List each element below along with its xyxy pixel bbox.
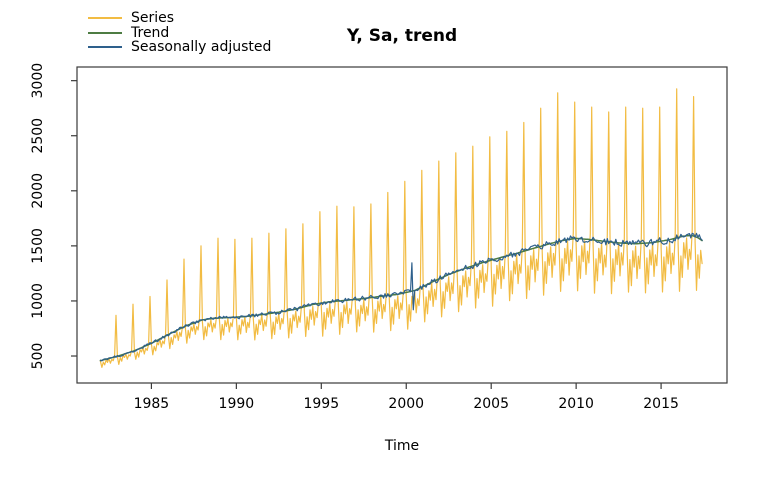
y-tick-label: 1500 xyxy=(30,228,46,264)
x-tick-label: 2010 xyxy=(558,396,594,412)
y-tick-label: 2500 xyxy=(30,118,46,154)
x-axis-label: Time xyxy=(384,438,420,454)
x-tick-label: 1985 xyxy=(134,396,170,412)
chart-title: Y, Sa, trend xyxy=(346,26,458,46)
x-tick-label: 2005 xyxy=(473,396,509,412)
x-tick-label: 1995 xyxy=(303,396,339,412)
x-tick-label: 2015 xyxy=(643,396,679,412)
legend-item-trend: Trend xyxy=(88,26,271,41)
legend-label-series: Series xyxy=(131,10,175,27)
y-tick-label: 3000 xyxy=(30,63,46,99)
series-line xyxy=(99,88,703,368)
y-tick-label: 1000 xyxy=(30,283,46,319)
legend: Series Trend Seasonally adjusted xyxy=(88,11,271,55)
x-tick-label: 1990 xyxy=(219,396,255,412)
y-tick-label: 2000 xyxy=(30,173,46,209)
plot-box xyxy=(76,66,728,384)
legend-item-series: Series xyxy=(88,11,271,26)
y-tick-label: 500 xyxy=(30,343,46,370)
legend-label-seasonally-adjusted: Seasonally adjusted xyxy=(131,39,272,56)
series-line-swatch xyxy=(88,17,122,20)
seasonally-adjusted-line xyxy=(99,232,703,362)
trend-line-swatch xyxy=(88,31,122,34)
trend-line xyxy=(99,234,703,362)
seasonally-adjusted-line-swatch xyxy=(88,46,122,49)
legend-item-seasonally-adjusted: Seasonally adjusted xyxy=(88,40,271,55)
legend-label-trend: Trend xyxy=(131,24,170,41)
x-tick-label: 2000 xyxy=(388,396,424,412)
